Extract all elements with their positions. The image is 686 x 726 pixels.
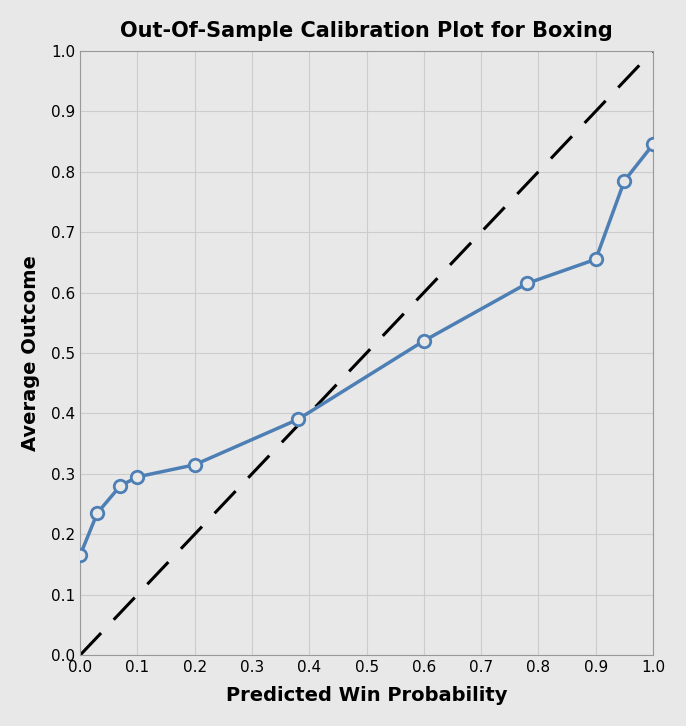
Y-axis label: Average Outcome: Average Outcome xyxy=(21,255,40,451)
Title: Out-Of-Sample Calibration Plot for Boxing: Out-Of-Sample Calibration Plot for Boxin… xyxy=(120,21,613,41)
X-axis label: Predicted Win Probability: Predicted Win Probability xyxy=(226,686,508,705)
